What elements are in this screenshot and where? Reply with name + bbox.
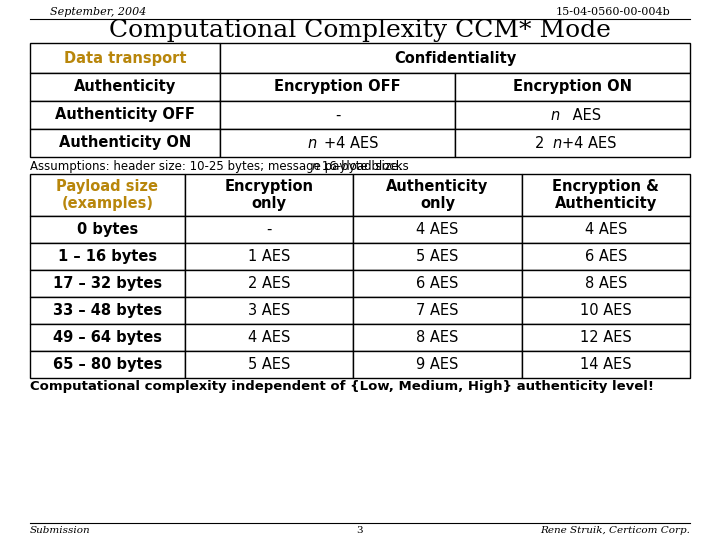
Text: 14 AES: 14 AES xyxy=(580,357,631,372)
Text: +4 AES: +4 AES xyxy=(562,136,617,151)
Text: Confidentiality: Confidentiality xyxy=(394,51,516,65)
Text: 4 AES: 4 AES xyxy=(248,330,290,345)
Text: Authenticity ON: Authenticity ON xyxy=(59,136,191,151)
Text: Computational Complexity CCM* Mode: Computational Complexity CCM* Mode xyxy=(109,19,611,43)
Text: 3 AES: 3 AES xyxy=(248,303,290,318)
Bar xyxy=(220,101,455,129)
Bar xyxy=(354,324,522,351)
Text: -: - xyxy=(266,222,272,237)
Text: AES: AES xyxy=(567,107,600,123)
Text: 9 AES: 9 AES xyxy=(416,357,459,372)
Text: 15-04-0560-00-004b: 15-04-0560-00-004b xyxy=(555,7,670,17)
Text: 0 bytes: 0 bytes xyxy=(77,222,138,237)
Text: 5 AES: 5 AES xyxy=(416,249,459,264)
Bar xyxy=(30,129,220,157)
Text: Encryption ON: Encryption ON xyxy=(513,79,632,94)
Text: 2 AES: 2 AES xyxy=(248,276,290,291)
Text: Computational complexity independent of {Low, Medium, High} authenticity level!: Computational complexity independent of … xyxy=(30,380,654,393)
Text: 7 AES: 7 AES xyxy=(416,303,459,318)
Text: 16-byte blocks: 16-byte blocks xyxy=(318,160,409,173)
Bar xyxy=(522,243,690,270)
Text: Encryption OFF: Encryption OFF xyxy=(274,79,401,94)
Bar xyxy=(30,174,185,216)
Bar xyxy=(220,129,455,157)
Bar xyxy=(354,297,522,324)
Bar xyxy=(455,101,690,129)
Bar xyxy=(185,297,354,324)
Text: Assumptions: header size: 10-25 bytes; message payload size:: Assumptions: header size: 10-25 bytes; m… xyxy=(30,160,406,173)
Text: +4 AES: +4 AES xyxy=(325,136,379,151)
Bar xyxy=(354,174,522,216)
Bar xyxy=(185,216,354,243)
Bar xyxy=(30,270,185,297)
Text: 8 AES: 8 AES xyxy=(416,330,459,345)
Bar xyxy=(30,101,220,129)
Text: n: n xyxy=(307,136,317,151)
Text: 3: 3 xyxy=(356,526,364,535)
Bar xyxy=(30,351,185,378)
Bar xyxy=(354,270,522,297)
Bar xyxy=(522,351,690,378)
Bar xyxy=(522,297,690,324)
Text: 4 AES: 4 AES xyxy=(416,222,459,237)
Text: 6 AES: 6 AES xyxy=(585,249,627,264)
Bar xyxy=(522,270,690,297)
Text: 6 AES: 6 AES xyxy=(416,276,459,291)
Text: Submission: Submission xyxy=(30,526,91,535)
Text: Encryption &
Authenticity: Encryption & Authenticity xyxy=(552,179,660,211)
Text: Authenticity
only: Authenticity only xyxy=(387,179,489,211)
Text: 5 AES: 5 AES xyxy=(248,357,290,372)
Text: 65 – 80 bytes: 65 – 80 bytes xyxy=(53,357,162,372)
Bar xyxy=(354,216,522,243)
Bar xyxy=(185,243,354,270)
Text: Authenticity: Authenticity xyxy=(74,79,176,94)
Text: 2: 2 xyxy=(535,136,544,151)
Bar xyxy=(30,216,185,243)
Text: Data transport: Data transport xyxy=(64,51,186,65)
Bar xyxy=(522,216,690,243)
Bar xyxy=(220,43,690,73)
Text: 49 – 64 bytes: 49 – 64 bytes xyxy=(53,330,162,345)
Text: n: n xyxy=(550,107,559,123)
Bar xyxy=(30,324,185,351)
Bar xyxy=(220,73,455,101)
Text: Encryption
only: Encryption only xyxy=(225,179,314,211)
Text: 1 AES: 1 AES xyxy=(248,249,290,264)
Bar xyxy=(30,243,185,270)
Bar xyxy=(455,129,690,157)
Bar xyxy=(185,174,354,216)
Bar xyxy=(30,297,185,324)
Bar xyxy=(185,351,354,378)
Text: Rene Struik, Certicom Corp.: Rene Struik, Certicom Corp. xyxy=(540,526,690,535)
Text: n: n xyxy=(552,136,562,151)
Bar xyxy=(354,243,522,270)
Text: 8 AES: 8 AES xyxy=(585,276,627,291)
Bar xyxy=(30,43,220,73)
Bar xyxy=(522,324,690,351)
Bar xyxy=(455,73,690,101)
Bar xyxy=(522,174,690,216)
Text: September, 2004: September, 2004 xyxy=(50,7,146,17)
Bar xyxy=(185,324,354,351)
Text: Authenticity OFF: Authenticity OFF xyxy=(55,107,195,123)
Text: 4 AES: 4 AES xyxy=(585,222,627,237)
Text: 17 – 32 bytes: 17 – 32 bytes xyxy=(53,276,162,291)
Text: n: n xyxy=(312,160,320,173)
Bar xyxy=(30,73,220,101)
Bar xyxy=(185,270,354,297)
Text: 1 – 16 bytes: 1 – 16 bytes xyxy=(58,249,157,264)
Text: 10 AES: 10 AES xyxy=(580,303,631,318)
Text: 12 AES: 12 AES xyxy=(580,330,631,345)
Bar xyxy=(354,351,522,378)
Text: 33 – 48 bytes: 33 – 48 bytes xyxy=(53,303,162,318)
Text: Payload size
(examples): Payload size (examples) xyxy=(56,179,158,211)
Text: -: - xyxy=(335,107,340,123)
